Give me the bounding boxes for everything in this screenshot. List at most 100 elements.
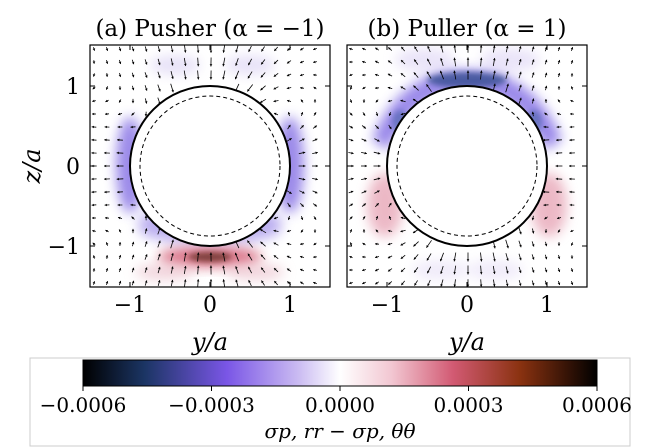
quiver-arrowhead bbox=[315, 177, 318, 181]
quiver-arrowhead bbox=[131, 254, 135, 258]
quiver-arrowhead bbox=[118, 87, 122, 90]
quiver-arrowhead bbox=[556, 138, 559, 142]
quiver-arrowhead bbox=[144, 62, 148, 65]
quiver-arrowhead bbox=[363, 190, 367, 193]
quiver-arrowhead bbox=[104, 203, 107, 207]
quiver-arrowhead bbox=[362, 229, 366, 232]
quiver-arrowhead bbox=[144, 280, 148, 283]
quiver-arrowhead bbox=[183, 50, 187, 53]
quiver-arrowhead bbox=[92, 112, 95, 116]
quiver-arrowhead bbox=[131, 100, 135, 104]
quiver-arrowhead bbox=[131, 267, 135, 271]
quiver-arrowhead bbox=[413, 244, 416, 247]
quiver-arrowhead bbox=[247, 253, 251, 257]
quiver-arrowhead bbox=[542, 138, 546, 142]
panel-a-outer-circle bbox=[129, 85, 291, 247]
quiver-arrowhead bbox=[302, 151, 306, 154]
quiver-arrowhead bbox=[287, 268, 290, 271]
quiver-arrowhead bbox=[273, 99, 276, 103]
quiver-arrowhead bbox=[131, 216, 134, 220]
quiver-arrowhead bbox=[362, 100, 366, 103]
quiver-arrowhead bbox=[518, 283, 522, 286]
quiver-arrowhead bbox=[300, 268, 303, 272]
quiver-arrowhead bbox=[388, 60, 391, 63]
quiver-arrowhead bbox=[375, 268, 378, 272]
quiver-arrowhead bbox=[222, 265, 225, 269]
quiver-arrowhead bbox=[158, 266, 161, 270]
quiver-arrowhead bbox=[506, 58, 509, 61]
quiver-arrowhead bbox=[315, 164, 318, 168]
quiver-arrowhead bbox=[300, 73, 303, 77]
quiver-arrowhead bbox=[289, 191, 292, 194]
quiver-arrowhead bbox=[531, 59, 535, 62]
panel-b-outer-circle bbox=[386, 85, 548, 247]
quiver-arrowhead bbox=[414, 270, 417, 273]
quiver-arrowhead bbox=[531, 231, 535, 234]
quiver-arrowhead bbox=[362, 216, 366, 219]
quiver-arrowhead bbox=[519, 84, 522, 88]
quiver-arrowhead bbox=[222, 63, 225, 67]
colorbar-tick-label: 0.0000 bbox=[305, 393, 375, 417]
quiver-arrowhead bbox=[544, 269, 548, 273]
quiver-arrowhead bbox=[377, 152, 381, 155]
quiver-arrowhead bbox=[426, 258, 430, 261]
quiver-arrowhead bbox=[493, 259, 496, 262]
quiver-arrowhead bbox=[131, 228, 135, 232]
quiver-arrowhead bbox=[131, 87, 135, 91]
quiver-arrowhead bbox=[313, 268, 316, 272]
quiver-arrowhead bbox=[519, 71, 522, 75]
panel-a-ytick-label: 1 bbox=[66, 75, 80, 100]
quiver-arrowhead bbox=[286, 73, 290, 77]
quiver-arrowhead bbox=[104, 164, 107, 168]
quiver-arrowhead bbox=[505, 283, 509, 287]
quiver-arrowhead bbox=[479, 259, 483, 262]
quiver-arrowhead bbox=[505, 45, 509, 49]
quiver-arrowhead bbox=[235, 49, 238, 53]
quiver-arrowhead bbox=[519, 97, 522, 101]
quiver-arrowhead bbox=[260, 87, 263, 91]
quiver-arrowhead bbox=[349, 216, 353, 219]
quiver-arrowhead bbox=[158, 75, 161, 79]
colorbar-label: σp, rr − σp, θθ bbox=[264, 419, 415, 443]
quiver-arrowhead bbox=[349, 87, 353, 90]
panel-a-xtick-label: −1 bbox=[114, 293, 146, 318]
quiver-arrowhead bbox=[400, 256, 404, 259]
quiver-arrowhead bbox=[531, 217, 535, 221]
quiver-arrowhead bbox=[440, 271, 443, 274]
quiver-arrowhead bbox=[131, 241, 135, 245]
quiver-arrowhead bbox=[363, 203, 366, 206]
quiver-arrowhead bbox=[349, 229, 353, 232]
quiver-arrowhead bbox=[92, 86, 96, 90]
quiver-arrowhead bbox=[519, 244, 522, 248]
quiver-arrowhead bbox=[569, 138, 572, 142]
quiver-arrowhead bbox=[303, 164, 306, 168]
quiver-arrowhead bbox=[104, 151, 107, 155]
quiver-arrowhead bbox=[400, 112, 404, 116]
quiver-arrowhead bbox=[92, 74, 96, 77]
quiver-arrowhead bbox=[375, 113, 379, 116]
panel-a-xtick-label: 1 bbox=[283, 293, 297, 318]
quiver-arrowhead bbox=[91, 125, 94, 129]
panel-a-ytick-label: 0 bbox=[66, 155, 80, 180]
quiver-arrowhead bbox=[375, 99, 379, 103]
quiver-arrowhead bbox=[313, 112, 317, 115]
quiver-arrowhead bbox=[544, 99, 548, 102]
quiver-arrowhead bbox=[105, 112, 108, 116]
quiver-arrowhead bbox=[92, 216, 95, 220]
quiver-arrowhead bbox=[131, 112, 134, 116]
quiver-arrowhead bbox=[248, 280, 251, 283]
quiver-arrowhead bbox=[557, 256, 561, 259]
quiver-arrowhead bbox=[313, 255, 316, 259]
quiver-arrowhead bbox=[531, 111, 535, 115]
quiver-arrowhead bbox=[440, 70, 443, 74]
quiver-arrowhead bbox=[518, 46, 522, 49]
quiver-arrowhead bbox=[105, 48, 109, 51]
quiver-arrowhead bbox=[542, 190, 546, 194]
quiver-arrowhead bbox=[531, 85, 535, 88]
quiver-arrowhead bbox=[557, 73, 561, 76]
quiver-arrowhead bbox=[235, 63, 238, 66]
quiver-arrowhead bbox=[313, 86, 317, 90]
quiver-arrowhead bbox=[531, 257, 535, 260]
quiver-arrowhead bbox=[375, 47, 378, 51]
